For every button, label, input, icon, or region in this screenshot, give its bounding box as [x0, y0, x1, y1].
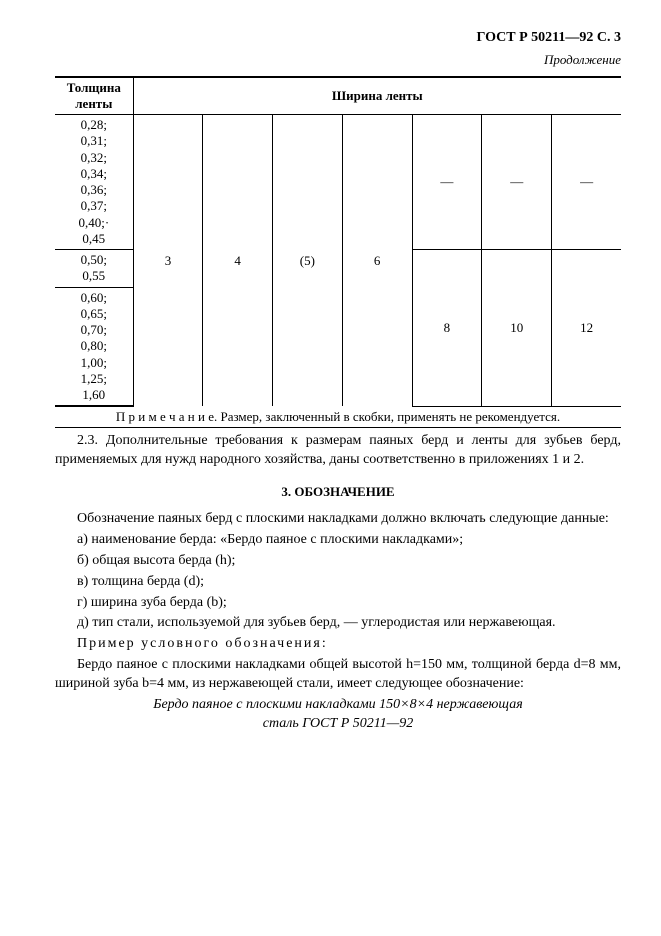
width-3: 3: [133, 115, 203, 407]
width-8-dash: —: [412, 115, 482, 250]
thickness-group-2: 0,50; 0,55: [55, 250, 133, 288]
cell: 0,70;: [81, 322, 107, 337]
example-line-1: Бердо паяное с плоскими накладками 150×8…: [153, 697, 523, 712]
cell: 1,00;: [81, 355, 107, 370]
cell: 1,25;: [81, 371, 107, 386]
example-body: Бердо паяное с плоскими накладками общей…: [55, 656, 621, 694]
width-4: 4: [203, 115, 273, 407]
width-5: (5): [272, 115, 342, 407]
table-note: П р и м е ч а н и е. Размер, заключенный…: [55, 406, 621, 428]
example-designation: Бердо паяное с плоскими накладками 150×8…: [55, 696, 621, 734]
section-3-intro: Обозначение паяных берд с плоскими накла…: [55, 510, 621, 529]
item-a: а) наименование берда: «Бердо паяное с п…: [55, 531, 621, 550]
cell: 0,65;: [81, 306, 107, 321]
continuation-label: Продолжение: [55, 52, 621, 68]
width-10-dash: —: [482, 115, 552, 250]
item-b: б) общая высота берда (h);: [55, 552, 621, 571]
cell: 0,45: [82, 231, 105, 246]
col-header-thickness: Толщина ленты: [55, 77, 133, 115]
cell: 0,40;·: [78, 215, 109, 230]
cell: 0,34;: [81, 166, 107, 181]
col-header-width: Ширина ленты: [133, 77, 621, 115]
cell: 0,55: [82, 268, 105, 283]
section-3-title: 3. ОБОЗНАЧЕНИЕ: [55, 484, 621, 500]
width-8: 8: [412, 250, 482, 407]
cell: 0,37;: [81, 198, 107, 213]
cell: 0,50;: [81, 252, 107, 267]
cell: 0,60;: [81, 290, 107, 305]
cell: 0,28;: [81, 117, 107, 132]
section-2-3: 2.3. Дополнительные требования к размера…: [55, 432, 621, 470]
width-12-dash: —: [552, 115, 621, 250]
dimensions-table: Толщина ленты Ширина ленты 0,28; 0,31; 0…: [55, 76, 621, 428]
item-e: д) тип стали, используемой для зубьев бе…: [55, 614, 621, 633]
width-12: 12: [552, 250, 621, 407]
item-d: г) ширина зуба берда (b);: [55, 594, 621, 613]
example-line-2: сталь ГОСТ Р 50211—92: [263, 716, 413, 731]
cell: 0,80;: [81, 338, 107, 353]
note-label: П р и м е ч а н и е.: [116, 409, 217, 424]
doc-reference: ГОСТ Р 50211—92 С. 3: [55, 30, 621, 46]
note-text: Размер, заключенный в скобки, применять …: [220, 409, 560, 424]
cell: 0,31;: [81, 133, 107, 148]
example-label-text: Пример условного обозначения:: [77, 636, 328, 651]
cell: 0,32;: [81, 150, 107, 165]
example-label: Пример условного обозначения:: [55, 635, 621, 654]
width-6: 6: [342, 115, 412, 407]
cell: 0,36;: [81, 182, 107, 197]
cell: 1,60: [82, 387, 105, 402]
page-container: ГОСТ Р 50211—92 С. 3 Продолжение Толщина…: [0, 0, 661, 936]
thickness-group-1: 0,28; 0,31; 0,32; 0,34; 0,36; 0,37; 0,40…: [55, 115, 133, 250]
thickness-group-3: 0,60; 0,65; 0,70; 0,80; 1,00; 1,25; 1,60: [55, 287, 133, 406]
item-c: в) толщина берда (d);: [55, 573, 621, 592]
width-10: 10: [482, 250, 552, 407]
